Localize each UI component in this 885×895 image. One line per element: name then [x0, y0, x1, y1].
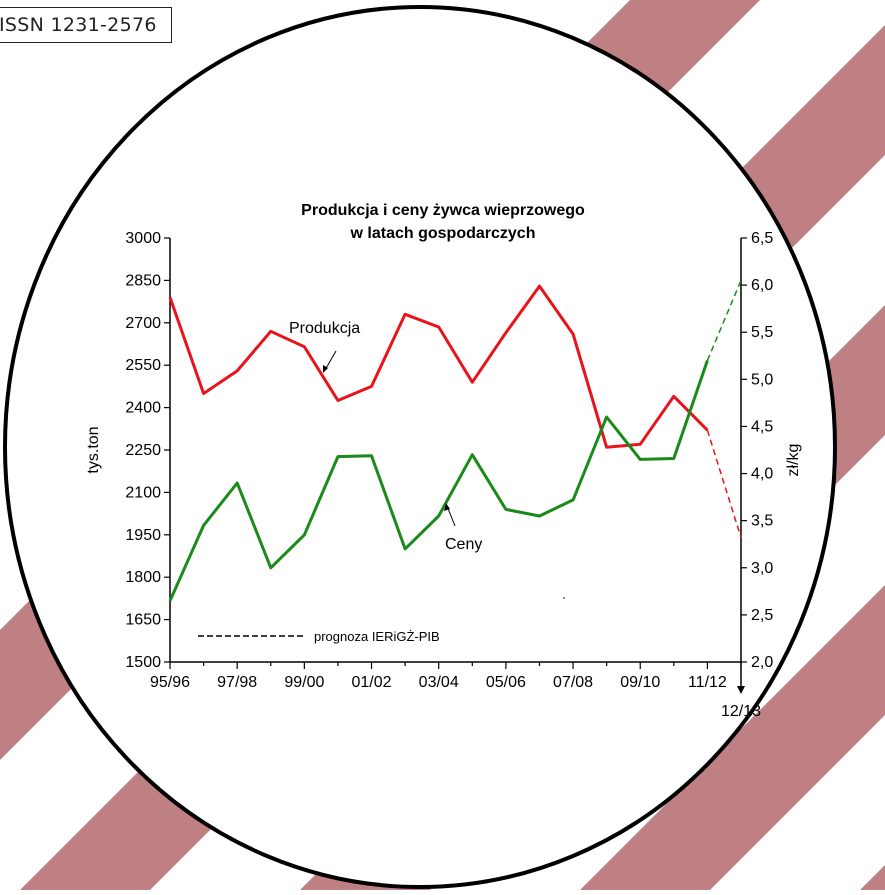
- series-layer: [168, 280, 742, 602]
- series-line-ceny: [168, 360, 709, 602]
- annotation-produkcja: Produkcja: [289, 320, 360, 373]
- left-tick-label: 2550: [125, 357, 161, 374]
- x-tick-label: 11/12: [688, 674, 727, 691]
- x-extra-marker: 12/13: [721, 662, 761, 720]
- series-line-produkcja: [168, 284, 709, 449]
- tick-labels: 1500 1650 1800 1950 2100 2250 2400 2550 2700 2850…: [125, 230, 773, 691]
- issn-label: ISSN 1231-2576: [0, 7, 172, 43]
- legend: prognoza IERiGŻ-PIB: [198, 629, 440, 644]
- legend-label: prognoza IERiGŻ-PIB: [314, 629, 440, 644]
- left-tick-label: 3000: [125, 230, 161, 247]
- right-tick-label: 6,5: [751, 230, 773, 247]
- annotation-ceny-label: Ceny: [445, 536, 482, 553]
- axes: [164, 237, 747, 669]
- x-extra-arrowhead: [737, 686, 745, 694]
- annotation-ceny: Ceny: [444, 503, 482, 553]
- circular-frame: [3, 5, 837, 889]
- left-tick-label: 2100: [125, 484, 161, 501]
- annotation-produkcja-label: Produkcja: [289, 320, 360, 337]
- x-tick-label: 99/00: [284, 674, 324, 691]
- right-tick-label: 3,5: [751, 513, 773, 530]
- x-tick-label: 09/10: [620, 674, 660, 691]
- right-tick-label: 2,5: [751, 607, 773, 624]
- chart-title-line-1: Produkcja i ceny żywca wieprzowego: [301, 202, 585, 219]
- forecast-line-produkcja: [706, 429, 742, 538]
- right-tick-label: 2,0: [751, 654, 773, 671]
- x-tick-label: 03/04: [419, 674, 459, 691]
- left-tick-label: 1950: [125, 527, 161, 544]
- left-axis-label: tys.ton: [85, 426, 102, 473]
- left-tick-label: 1800: [125, 569, 161, 586]
- right-tick-label: 4,5: [751, 418, 773, 435]
- right-tick-label: 4,0: [751, 466, 773, 483]
- right-tick-label: 5,5: [751, 324, 773, 341]
- x-tick-label: 95/96: [150, 674, 190, 691]
- background-stripe: [860, 865, 885, 890]
- left-tick-label: 2850: [125, 272, 161, 289]
- x-tick-label: 01/02: [352, 674, 392, 691]
- right-tick-label: 6,0: [751, 277, 773, 294]
- left-tick-label: 2400: [125, 400, 161, 417]
- chart-title-line-2: w latach gospodarczych: [350, 225, 536, 242]
- left-tick-label: 2250: [125, 442, 161, 459]
- left-tick-label: 2700: [125, 315, 161, 332]
- x-tick-label: 97/98: [217, 674, 257, 691]
- right-tick-label: 5,0: [751, 371, 773, 388]
- annotation-produkcja-arrowhead: [323, 365, 328, 373]
- x-extra-label: 12/13: [721, 703, 761, 720]
- annotation-produkcja-arrow: [324, 350, 337, 371]
- x-tick-label: 07/08: [553, 674, 593, 691]
- right-tick-label: 3,0: [751, 560, 773, 577]
- left-tick-label: 1650: [125, 612, 161, 629]
- annotation-ceny-arrowhead: [444, 503, 450, 511]
- x-tick-label: 05/06: [486, 674, 526, 691]
- stray-dot: [563, 597, 565, 599]
- forecast-line-ceny: [706, 280, 742, 361]
- right-axis-label: zł/kg: [785, 444, 802, 477]
- left-tick-label: 1500: [125, 654, 161, 671]
